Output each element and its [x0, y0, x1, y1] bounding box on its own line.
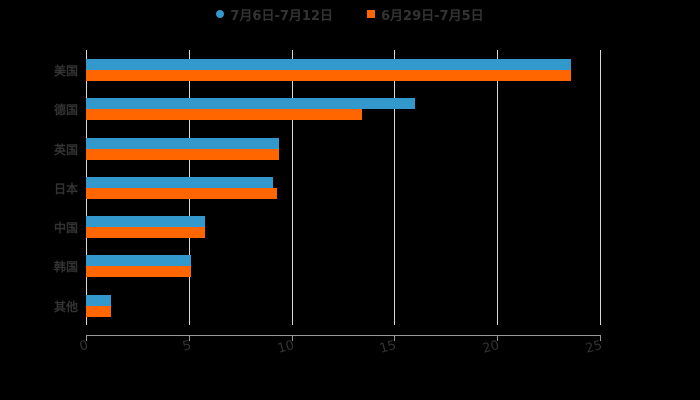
axis-tick [394, 335, 396, 341]
category-label: 德国 [53, 103, 78, 118]
bar[interactable] [86, 266, 191, 278]
bar[interactable] [86, 59, 572, 70]
gridline [394, 50, 396, 325]
bar[interactable] [86, 70, 572, 81]
category-label: 美国 [53, 64, 78, 78]
bar[interactable] [86, 109, 362, 121]
bar[interactable] [86, 148, 280, 160]
bar[interactable] [86, 294, 111, 306]
axis-tick [497, 335, 499, 341]
x-tick-label: 25 [584, 338, 604, 357]
circle-marker-icon [216, 10, 225, 18]
category-label: 韩国 [53, 260, 78, 275]
legend-item-series-2[interactable]: 6月29日-7月5日 [367, 4, 484, 24]
category-label: 日本 [53, 181, 78, 196]
x-tick-label: 15 [378, 338, 399, 357]
square-marker-icon [367, 10, 375, 18]
x-tick-label: 10 [275, 338, 296, 357]
axis-tick [600, 335, 601, 341]
x-axis-line [86, 335, 601, 336]
gridline [291, 50, 293, 325]
bar[interactable] [86, 305, 111, 317]
bar[interactable] [86, 137, 280, 149]
bar[interactable] [86, 216, 206, 228]
bar[interactable] [86, 176, 274, 188]
legend-label: 6月29日-7月5日 [381, 8, 484, 24]
category-label: 英国 [53, 142, 78, 157]
x-tick-label: 20 [481, 338, 502, 357]
category-label: 其他 [53, 299, 78, 314]
legend-label: 7月6日-7月12日 [230, 8, 333, 24]
legend-item-series-1[interactable]: 7月6日-7月12日 [216, 4, 333, 24]
bar[interactable] [86, 227, 206, 239]
legend: 7月6日-7月12日 6月29日-7月5日 [0, 4, 700, 24]
axis-tick [188, 335, 190, 341]
x-tick-label: 5 [180, 338, 193, 355]
category-label: 中国 [53, 221, 78, 236]
bar[interactable] [86, 187, 278, 199]
bar[interactable] [86, 255, 191, 267]
bar[interactable] [86, 98, 415, 110]
x-tick-label: 0 [78, 338, 90, 355]
gridline [600, 50, 601, 325]
axis-tick [291, 335, 293, 341]
axis-tick [86, 335, 87, 341]
gridline [497, 50, 499, 325]
